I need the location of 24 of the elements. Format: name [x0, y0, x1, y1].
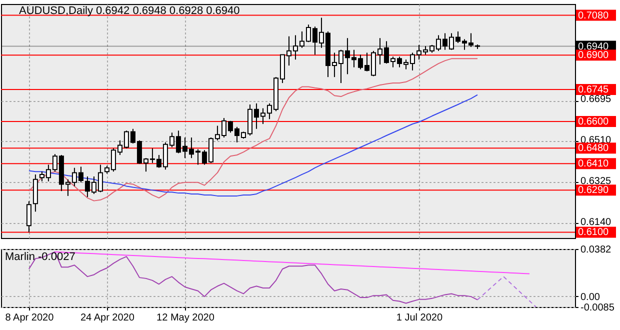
- ref-line-label: 0.6410: [578, 158, 610, 170]
- y-tick-label: -0.0085: [580, 302, 615, 314]
- x-tick-label: 8 Apr 2020: [5, 312, 54, 324]
- line-series: [476, 276, 536, 307]
- ref-line-label: 0.6100: [578, 227, 610, 238]
- y-tick-label: 0.6695: [580, 94, 612, 106]
- ref-line-label: 0.7080: [578, 10, 610, 22]
- y-tick-label: 0.0382: [580, 244, 612, 256]
- candlestick: [26, 200, 32, 233]
- ref-line-label: 0.6745: [578, 84, 610, 96]
- y-tick-label: 0.6140: [580, 216, 612, 228]
- ref-line-label: 0.6480: [578, 143, 610, 154]
- ref-line-label: 0.6940: [578, 41, 610, 52]
- line-series: [28, 94, 478, 196]
- ref-line-label: 0.6600: [578, 116, 610, 128]
- y-tick-label: 0.00: [580, 292, 600, 303]
- ref-line-label: 0.6900: [578, 50, 610, 62]
- x-tick-label: 1 Jul 2020: [396, 312, 443, 324]
- x-tick-label: 12 May 2020: [156, 312, 215, 324]
- ref-line-label: 0.6290: [578, 185, 610, 196]
- line-series: [28, 58, 478, 202]
- x-tick-label: 24 Apr 2020: [80, 312, 135, 324]
- chart-title: AUDUSD,Daily 0.6942 0.6948 0.6928 0.6940: [19, 5, 240, 17]
- y-tick-label: 0.6325: [580, 176, 612, 187]
